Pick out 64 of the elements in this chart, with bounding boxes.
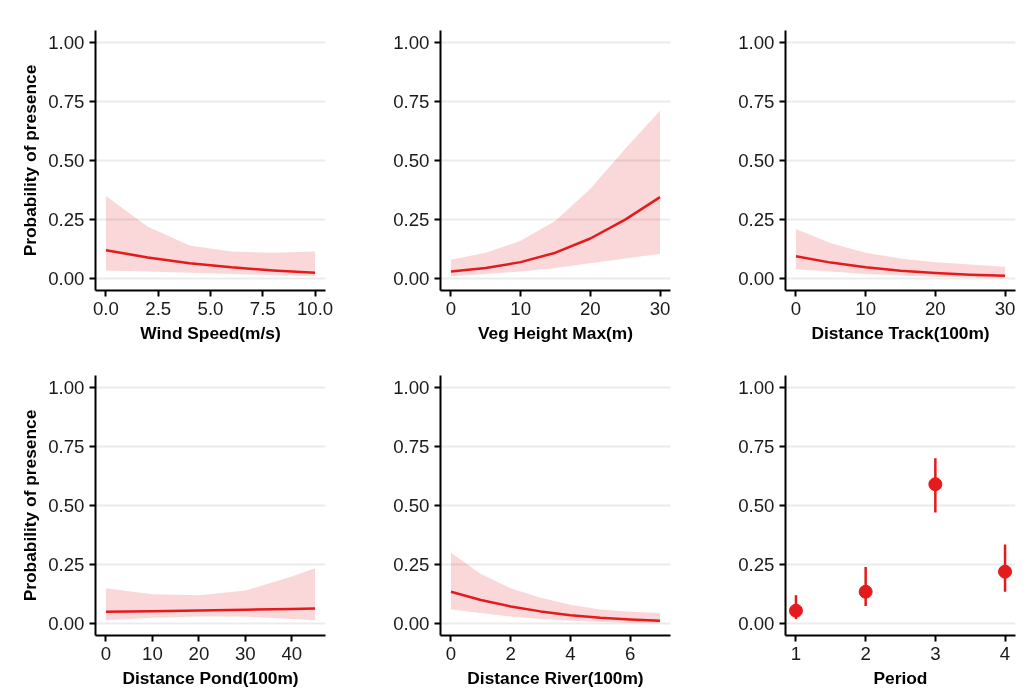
x-tick-label: 5.0 xyxy=(197,297,224,319)
y-tick-label: 0.00 xyxy=(48,613,85,635)
y-tick-label: 0.00 xyxy=(393,613,430,635)
x-tick-label: 10 xyxy=(855,297,877,319)
y-tick-label: 1.00 xyxy=(48,31,85,53)
y-tick-label: 0.00 xyxy=(738,613,775,635)
y-tick-label: 0.25 xyxy=(393,554,430,576)
y-tick-label: 0.50 xyxy=(48,495,85,516)
y-tick-label: 0.00 xyxy=(393,268,430,290)
x-tick-label: 20 xyxy=(579,297,601,319)
x-tick-label: 30 xyxy=(649,297,671,319)
y-tick-label: 0.50 xyxy=(393,495,430,516)
y-tick-label: 0.50 xyxy=(393,150,430,171)
y-tick-label: 1.00 xyxy=(738,31,775,53)
x-axis-title: Wind Speed(m/s) xyxy=(140,322,281,343)
y-axis-title: Probability of presence xyxy=(20,64,41,257)
y-tick-label: 0.75 xyxy=(48,435,85,457)
x-tick-label: 2.5 xyxy=(145,297,172,319)
y-axis-title: Probability of presence xyxy=(20,409,41,602)
x-tick-label: 10.0 xyxy=(296,297,334,319)
x-tick-label: 1 xyxy=(790,642,802,664)
x-tick-label: 30 xyxy=(994,297,1016,319)
x-axis-title: Veg Height Max(m) xyxy=(477,322,634,343)
x-tick-label: 0 xyxy=(100,642,112,664)
x-axis-title: Period xyxy=(873,667,928,688)
y-tick-label: 0.25 xyxy=(393,209,430,231)
x-tick-label: 10 xyxy=(510,297,532,319)
y-tick-label: 0.75 xyxy=(393,90,430,112)
y-tick-label: 1.00 xyxy=(738,376,775,398)
x-tick-label: 10 xyxy=(142,642,163,664)
x-axis-title: Distance Track(100m) xyxy=(811,322,990,343)
x-tick-label: 6 xyxy=(624,642,636,664)
x-tick-label: 0 xyxy=(445,297,457,319)
y-tick-label: 0.75 xyxy=(738,90,775,112)
y-tick-label: 0.50 xyxy=(738,150,775,171)
x-tick-label: 2 xyxy=(505,642,516,664)
y-tick-label: 1.00 xyxy=(393,376,430,398)
x-tick-label: 30 xyxy=(234,642,256,664)
y-tick-label: 1.00 xyxy=(48,376,85,398)
x-tick-label: 7.5 xyxy=(249,297,276,319)
x-tick-label: 0 xyxy=(445,642,457,664)
x-axis-title: Distance River(100m) xyxy=(467,667,644,688)
x-tick-label: 4 xyxy=(565,642,576,664)
y-tick-label: 0.75 xyxy=(738,435,775,457)
y-tick-label: 0.25 xyxy=(738,554,775,576)
x-tick-label: 0 xyxy=(790,297,802,319)
y-tick-label: 0.25 xyxy=(48,209,85,231)
y-tick-label: 0.75 xyxy=(393,435,430,457)
x-tick-label: 20 xyxy=(924,297,946,319)
y-tick-label: 0.50 xyxy=(738,495,775,516)
y-tick-label: 0.75 xyxy=(48,90,85,112)
y-tick-label: 0.00 xyxy=(48,268,85,290)
y-tick-label: 0.50 xyxy=(48,150,85,171)
x-tick-label: 3 xyxy=(930,642,941,664)
x-tick-label: 0.0 xyxy=(92,297,119,319)
x-axis-title: Distance Pond(100m) xyxy=(122,667,299,688)
x-tick-label: 20 xyxy=(188,642,210,664)
y-tick-label: 1.00 xyxy=(393,31,430,53)
x-tick-label: 2 xyxy=(860,642,871,664)
x-tick-label: 40 xyxy=(281,642,303,664)
y-tick-label: 0.00 xyxy=(738,268,775,290)
x-tick-label: 4 xyxy=(999,642,1011,664)
y-tick-label: 0.25 xyxy=(48,554,85,576)
y-tick-label: 0.25 xyxy=(738,209,775,231)
